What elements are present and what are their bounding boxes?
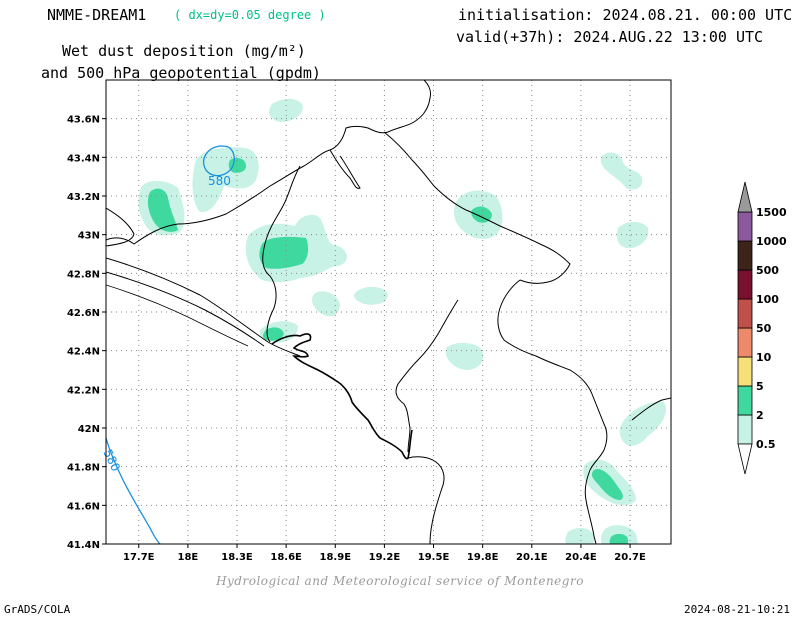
shade-medium <box>263 327 284 341</box>
legend-swatch-bottom <box>737 443 753 475</box>
legend-level-label: 0.5 <box>756 438 776 451</box>
legend-level-label: 50 <box>756 322 772 335</box>
contour-label-580-edge: 580 <box>100 447 123 474</box>
shade-light <box>616 222 649 249</box>
lat-tick-label: 43.6N <box>67 115 100 126</box>
border-macedonia <box>631 397 671 421</box>
shade-light <box>354 286 388 305</box>
shade-light <box>312 291 340 317</box>
shade-light <box>600 152 643 190</box>
shade-light <box>565 527 594 544</box>
shade-light <box>619 401 667 446</box>
border-albania-south <box>584 469 597 544</box>
initialisation-time: initialisation: 2024.08.21. 00:00 UTC <box>458 6 793 24</box>
lat-tick-label: 42.4N <box>67 347 100 358</box>
lon-tick-label: 17.7E <box>123 552 155 563</box>
shade-medium <box>259 236 309 269</box>
lon-tick-label: 18.3E <box>221 552 253 563</box>
lon-tick-label: 20.1E <box>516 552 548 563</box>
lon-tick-label: 19.8E <box>467 552 499 563</box>
legend-level-label: 100 <box>756 293 779 306</box>
model-name: NMME-DREAM1 <box>47 6 147 24</box>
resolution-note: ( dx=dy=0.05 degree ) <box>174 8 326 22</box>
deposition-legend: 0.5 2 5 10 50 100 500 1000 1500 <box>737 181 787 475</box>
legend-swatch-top <box>737 181 753 213</box>
legend-swatch <box>737 356 753 387</box>
border-kosovo <box>497 279 608 471</box>
lat-tick-label: 42.2N <box>67 385 100 396</box>
legend-swatch <box>737 211 753 242</box>
coastline-montenegro <box>271 333 413 460</box>
lon-tick-label: 19.2E <box>369 552 401 563</box>
legend-swatch <box>737 385 753 416</box>
legend-swatch <box>737 298 753 329</box>
lat-tick-label: 43.4N <box>67 153 100 164</box>
lat-tick-label: 41.4N <box>67 540 100 551</box>
lat-tick-label: 41.8N <box>67 463 100 474</box>
lon-tick-label: 20.4E <box>565 552 597 563</box>
legend-swatch <box>737 414 753 445</box>
lat-tick-label: 42.8N <box>67 269 100 280</box>
boundaries <box>106 80 671 544</box>
shade-medium <box>147 188 178 232</box>
border-bosnia-montenegro <box>262 149 361 343</box>
lon-tick-label: 20.7E <box>614 552 646 563</box>
coastline-italy <box>106 207 135 247</box>
legend-swatch <box>737 327 753 358</box>
legend-level-label: 500 <box>756 264 779 277</box>
lat-tick-label: 41.6N <box>67 501 100 512</box>
lat-tick-label: 43N <box>78 231 100 242</box>
lat-tick-label: 42N <box>78 424 100 435</box>
geopotential-contours <box>106 145 235 544</box>
shade-medium <box>471 206 492 223</box>
legend-swatch <box>737 240 753 271</box>
lon-tick-label: 18E <box>178 552 199 563</box>
longitude-axis: 17.7E 18E 18.3E 18.6E 18.9E 19.2E 19.5E 19.8E 20… <box>123 544 646 563</box>
legend-swatch <box>737 269 753 300</box>
valid-time: valid(+37h): 2024.AUG.22 13:00 UTC <box>456 28 764 46</box>
map-title-line1: Wet dust deposition (mg/m²) <box>62 42 306 60</box>
coastline-croatia-inner <box>106 271 265 347</box>
latitude-axis: 41.4N 41.6N 41.8N 42N 42.2N 42.4N 42.6N 42.8N 43… <box>67 115 106 551</box>
generation-timestamp: 2024-08-21-10:21 <box>684 603 790 616</box>
legend-level-label: 5 <box>756 380 764 393</box>
lon-tick-label: 18.6E <box>270 552 302 563</box>
coastline-albania <box>407 456 445 544</box>
legend-level-label: 1000 <box>756 235 787 248</box>
map-title-line2: and 500 hPa geopotential (gpdm) <box>41 64 321 82</box>
credit-text: Hydrological and Meteorological service … <box>216 574 584 588</box>
lat-tick-label: 42.6N <box>67 308 100 319</box>
shade-medium <box>591 468 623 500</box>
map-grid <box>106 80 671 544</box>
border-montenegro-albania <box>395 299 459 453</box>
legend-level-label: 10 <box>756 351 772 364</box>
lat-tick-label: 43.2N <box>67 192 100 203</box>
geopotential-contour-580-closed <box>203 145 235 177</box>
software-label: GrADS/COLA <box>4 603 71 616</box>
legend-level-label: 2 <box>756 409 764 422</box>
geopotential-contour-580-open <box>106 437 161 544</box>
coastline-island <box>106 284 249 347</box>
shade-medium <box>609 533 628 544</box>
deposition-shading <box>138 98 667 544</box>
coastline-croatia-west <box>106 257 301 357</box>
contour-label-580: 580 <box>208 174 231 188</box>
shade-light <box>445 342 484 370</box>
lon-tick-label: 18.9E <box>320 552 352 563</box>
lon-tick-label: 19.5E <box>418 552 450 563</box>
legend-level-label: 1500 <box>756 206 787 219</box>
border-montenegro-serbia <box>383 131 571 284</box>
